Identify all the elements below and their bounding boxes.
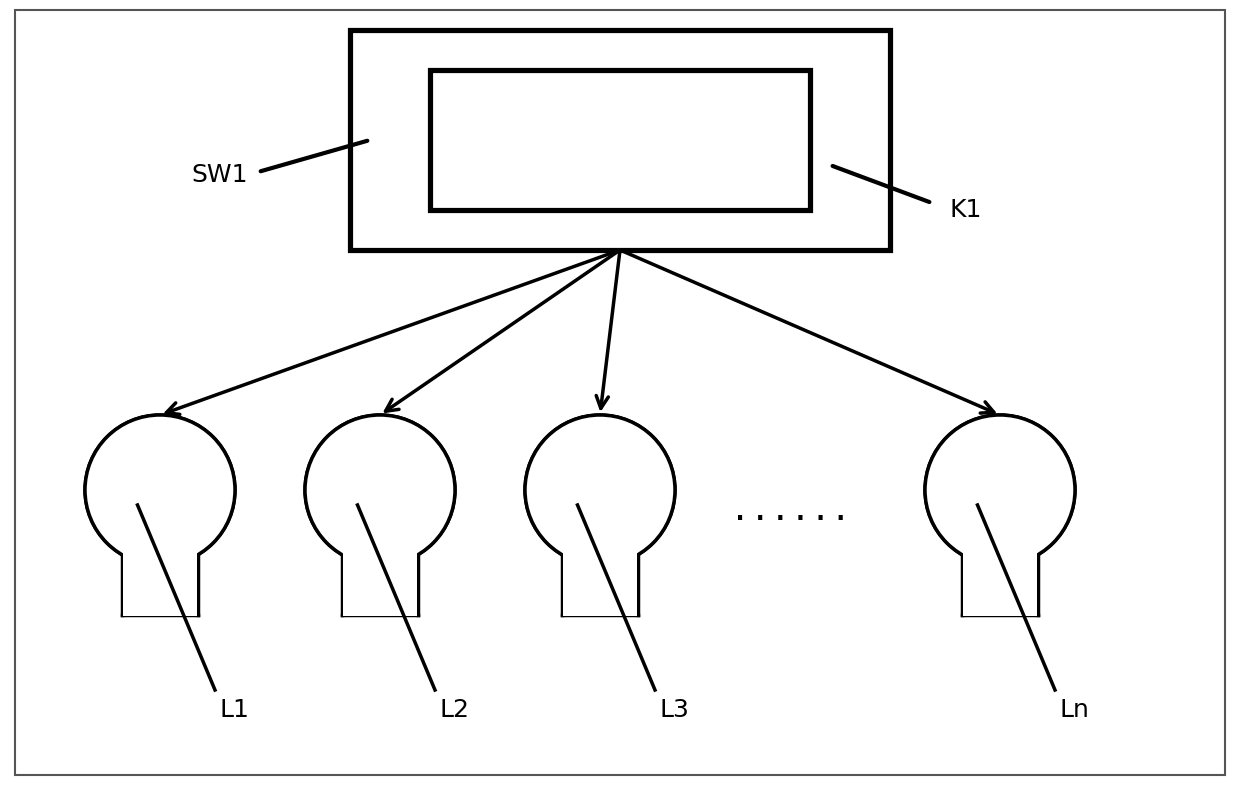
Bar: [342, 520, 418, 615]
Text: ......: ......: [729, 493, 851, 526]
Bar: [430, 70, 810, 210]
Text: L2: L2: [440, 698, 470, 722]
Circle shape: [305, 415, 455, 565]
Text: K1: K1: [950, 198, 982, 222]
Bar: [563, 520, 637, 616]
Circle shape: [86, 415, 236, 565]
Circle shape: [925, 415, 1075, 565]
Bar: [962, 520, 1038, 615]
Circle shape: [525, 415, 675, 565]
Text: Ln: Ln: [1060, 698, 1090, 722]
Circle shape: [86, 415, 236, 565]
Bar: [123, 520, 197, 616]
Circle shape: [525, 415, 675, 565]
Circle shape: [305, 415, 455, 565]
Text: SW1: SW1: [192, 163, 248, 187]
Bar: [350, 30, 890, 250]
Text: L1: L1: [219, 698, 250, 722]
Bar: [343, 520, 417, 616]
Text: L3: L3: [660, 698, 689, 722]
Bar: [562, 520, 639, 615]
Bar: [963, 520, 1037, 616]
Circle shape: [925, 415, 1075, 565]
Bar: [122, 520, 198, 615]
